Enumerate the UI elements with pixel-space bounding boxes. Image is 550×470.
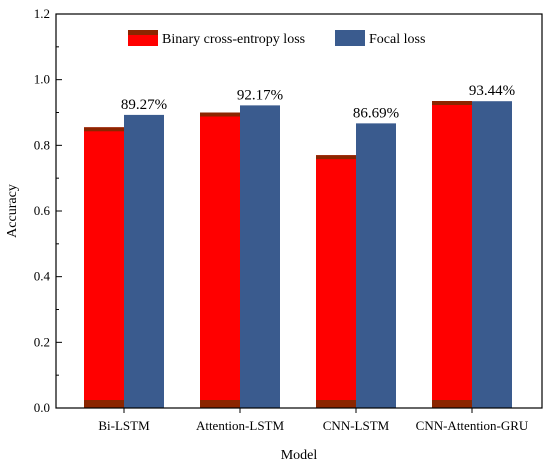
bar-base-band-3: [316, 400, 356, 408]
x-tick-label-3: CNN-LSTM: [323, 418, 390, 433]
y-tick-label-3: 0.4: [34, 269, 51, 284]
bar-focal-loss-1: [124, 114, 164, 408]
bar-top-band-1: [84, 127, 124, 132]
y-tick-label-5: 0.8: [34, 137, 50, 152]
data-label-3: 86.69%: [353, 105, 399, 121]
x-axis-title: Model: [281, 448, 318, 463]
bars-layer: [84, 101, 512, 409]
legend-label-binary-cross-entropy: Binary cross-entropy loss: [162, 32, 305, 47]
legend: Binary cross-entropy loss Focal loss: [128, 30, 425, 47]
bar-top-band-3: [316, 155, 356, 160]
data-label-1: 89.27%: [121, 97, 167, 113]
bar-focal-loss-2: [240, 105, 280, 408]
bar-binary-cross-entropy-loss-4: [432, 101, 472, 408]
data-labels-layer: 89.27% 92.17% 86.69% 93.44%: [121, 83, 515, 121]
bar-base-band-2: [200, 400, 240, 408]
y-tick-label-1: 0.0: [34, 400, 50, 415]
data-label-4: 93.44%: [469, 83, 515, 99]
bar-focal-loss-3: [356, 123, 396, 409]
y-tick-label-4: 0.6: [34, 203, 51, 218]
x-tick-label-4: CNN-Attention-GRU: [416, 418, 529, 433]
legend-swatch-binary-cross-entropy-band: [128, 30, 158, 35]
y-tick-label-6: 1.0: [34, 72, 50, 87]
data-label-2: 92.17%: [237, 87, 283, 103]
bar-base-band-1: [84, 400, 124, 408]
legend-swatch-focal-loss: [335, 30, 365, 46]
bar-binary-cross-entropy-loss-3: [316, 155, 356, 408]
bar-binary-cross-entropy-loss-1: [84, 127, 124, 409]
y-tick-label-2: 0.2: [34, 334, 50, 349]
y-axis-title: Accuracy: [5, 184, 20, 238]
bar-top-band-4: [432, 101, 472, 106]
y-tick-label-7: 1.2: [34, 6, 50, 21]
legend-label-focal-loss: Focal loss: [369, 32, 425, 47]
bar-focal-loss-4: [472, 101, 512, 409]
x-tick-label-1: Bi-LSTM: [98, 418, 150, 433]
bar-base-band-4: [432, 400, 472, 408]
bar-top-band-2: [200, 112, 240, 117]
x-axis: Bi-LSTM Attention-LSTM CNN-LSTM CNN-Attenti…: [98, 408, 529, 433]
x-tick-label-2: Attention-LSTM: [196, 418, 285, 433]
bar-binary-cross-entropy-loss-2: [200, 112, 240, 408]
y-axis: 0.0 0.2 0.4 0.6 0.8 1.0 1.2: [34, 6, 62, 415]
